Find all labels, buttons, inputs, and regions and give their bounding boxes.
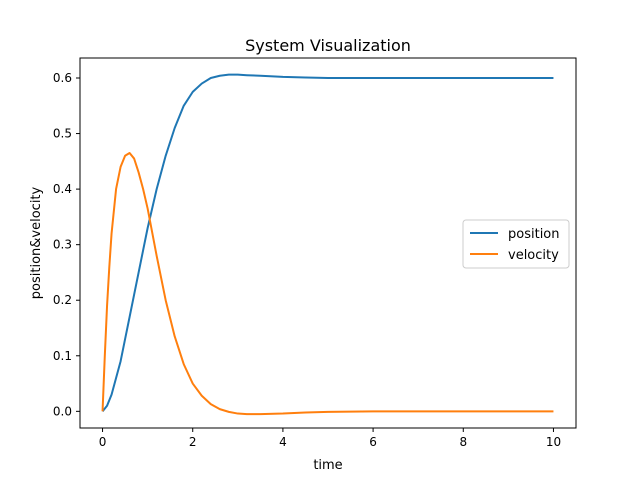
y-axis-label: position&velocity — [29, 186, 44, 299]
y-tick-label: 0.4 — [53, 182, 72, 196]
x-ticks: 0 2 4 6 8 10 — [99, 428, 561, 449]
y-tick-label: 0.2 — [53, 293, 72, 307]
x-tick-label: 4 — [279, 435, 287, 449]
x-tick-label: 2 — [189, 435, 197, 449]
y-tick-label: 0.0 — [53, 404, 72, 418]
y-tick-label: 0.5 — [53, 127, 72, 141]
series-line-position — [101, 73, 554, 412]
y-ticks: 0.0 0.1 0.2 0.3 0.4 0.5 0.6 — [53, 71, 80, 418]
legend-label-velocity: velocity — [508, 248, 559, 263]
plot-frame — [79, 57, 577, 429]
x-tick-label: 6 — [369, 435, 377, 449]
x-tick-label: 10 — [546, 435, 561, 449]
chart-title: System Visualization — [245, 36, 411, 55]
y-tick-label: 0.6 — [53, 71, 72, 85]
legend-label-position: position — [508, 227, 560, 242]
series-line-velocity — [101, 152, 554, 416]
x-tick-label: 0 — [99, 435, 107, 449]
x-axis-label: time — [313, 458, 342, 473]
y-tick-label: 0.3 — [53, 238, 72, 252]
x-tick-label: 8 — [459, 435, 467, 449]
plot-lines — [101, 73, 554, 416]
legend: position velocity — [462, 219, 570, 269]
y-tick-label: 0.1 — [53, 349, 72, 363]
